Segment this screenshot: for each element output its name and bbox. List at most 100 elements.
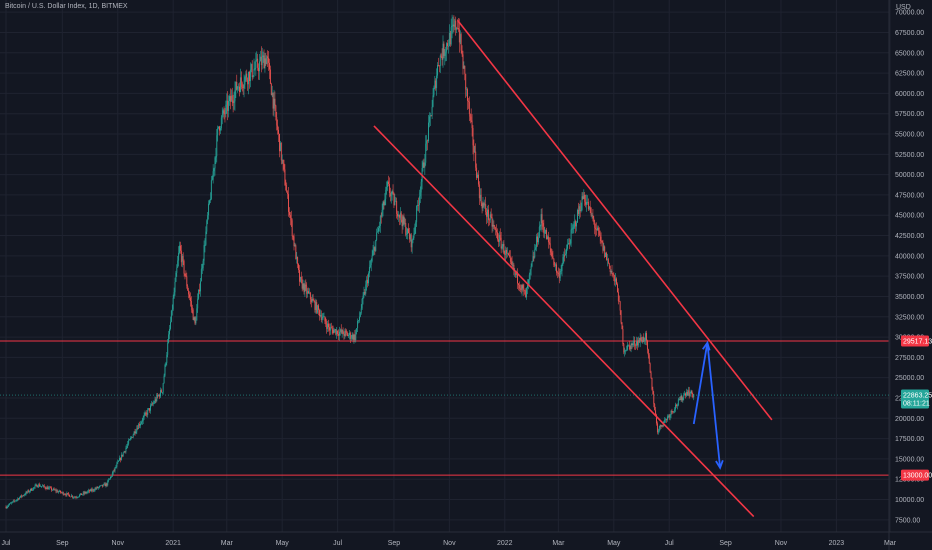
y-tick-label: 62500.00 bbox=[895, 71, 924, 78]
candle bbox=[416, 205, 418, 228]
candle bbox=[668, 413, 670, 420]
candle bbox=[338, 329, 339, 341]
x-tick-label: Sep bbox=[719, 540, 732, 547]
candle bbox=[161, 391, 163, 395]
candle bbox=[441, 48, 443, 66]
candle bbox=[533, 251, 535, 262]
x-tick-label: Mar bbox=[884, 540, 897, 547]
candle bbox=[632, 340, 634, 348]
candle bbox=[50, 486, 51, 489]
candle bbox=[104, 482, 106, 487]
candle bbox=[134, 428, 136, 436]
candle bbox=[212, 164, 214, 184]
y-tick-label: 35000.00 bbox=[895, 294, 924, 301]
candle bbox=[621, 321, 623, 330]
candle bbox=[208, 200, 210, 220]
x-tick-label: May bbox=[607, 540, 621, 547]
candle bbox=[396, 197, 398, 219]
candle bbox=[502, 241, 504, 253]
candle bbox=[641, 336, 643, 343]
candle bbox=[90, 487, 92, 493]
candle bbox=[109, 478, 111, 480]
candle bbox=[611, 264, 613, 277]
candle bbox=[71, 495, 73, 499]
candle bbox=[133, 431, 135, 435]
candle bbox=[279, 140, 281, 152]
candle bbox=[551, 249, 553, 260]
candle bbox=[609, 265, 611, 276]
candle bbox=[525, 288, 527, 298]
time-axis[interactable]: Jul Sep Nov 2021 Mar May Jul Sep Nov 2022 Mar May Ju… bbox=[2, 540, 897, 547]
arrow-head-icon bbox=[715, 460, 724, 470]
candle bbox=[83, 490, 85, 496]
channel-trendline[interactable] bbox=[373, 125, 755, 518]
candle bbox=[195, 316, 197, 326]
candle bbox=[366, 276, 368, 291]
candle bbox=[130, 436, 131, 441]
x-tick-label: Jul bbox=[2, 540, 11, 547]
candle bbox=[617, 288, 619, 305]
candle bbox=[169, 325, 170, 340]
candle bbox=[624, 347, 626, 357]
candle bbox=[595, 223, 597, 237]
candle bbox=[402, 214, 404, 230]
candle bbox=[616, 277, 617, 286]
candle bbox=[159, 393, 160, 399]
candle bbox=[385, 186, 387, 206]
projection-arrow[interactable] bbox=[706, 342, 724, 470]
candle bbox=[400, 211, 402, 223]
horizontal-levels[interactable] bbox=[0, 340, 889, 476]
candle bbox=[506, 247, 508, 259]
projection-arrows[interactable] bbox=[692, 340, 724, 470]
candle bbox=[469, 113, 471, 124]
candle bbox=[64, 493, 66, 496]
candle bbox=[430, 115, 432, 117]
candle bbox=[54, 489, 56, 491]
candle bbox=[558, 268, 560, 284]
last-price-countdown: 08:11:21 bbox=[903, 401, 930, 408]
candle bbox=[349, 331, 351, 343]
candle bbox=[394, 193, 396, 206]
candle bbox=[557, 270, 558, 279]
candle bbox=[193, 316, 195, 322]
channel-trendlines[interactable] bbox=[373, 19, 773, 518]
candle bbox=[187, 284, 189, 291]
candle bbox=[350, 334, 352, 341]
candle bbox=[390, 191, 392, 204]
x-tick-label: Nov bbox=[775, 540, 788, 547]
candle bbox=[129, 438, 131, 441]
candle bbox=[567, 238, 568, 251]
y-tick-label: 17500.00 bbox=[895, 436, 924, 443]
candle bbox=[224, 108, 226, 123]
candle bbox=[683, 392, 685, 401]
candle bbox=[117, 459, 119, 465]
candle bbox=[293, 233, 295, 251]
candle bbox=[261, 47, 263, 70]
candle bbox=[14, 500, 16, 503]
candle bbox=[19, 496, 21, 500]
x-tick-label: Mar bbox=[221, 540, 234, 547]
candle bbox=[151, 402, 153, 406]
y-tick-label: 55000.00 bbox=[895, 132, 924, 139]
candle bbox=[511, 256, 513, 268]
candle bbox=[660, 424, 662, 430]
candle bbox=[548, 237, 550, 245]
candle bbox=[467, 97, 469, 109]
candle bbox=[228, 95, 230, 118]
candle bbox=[239, 68, 241, 93]
candle bbox=[260, 46, 262, 73]
candle bbox=[489, 211, 491, 223]
candle bbox=[95, 486, 97, 490]
candle bbox=[643, 333, 645, 343]
candle bbox=[371, 249, 373, 263]
candle bbox=[107, 479, 109, 487]
candle bbox=[547, 231, 549, 249]
candle bbox=[213, 167, 215, 177]
candle bbox=[191, 304, 193, 314]
candle bbox=[689, 391, 691, 398]
candle bbox=[336, 327, 338, 339]
candle bbox=[340, 324, 342, 334]
candle bbox=[372, 245, 374, 257]
channel-trendline[interactable] bbox=[456, 19, 773, 421]
